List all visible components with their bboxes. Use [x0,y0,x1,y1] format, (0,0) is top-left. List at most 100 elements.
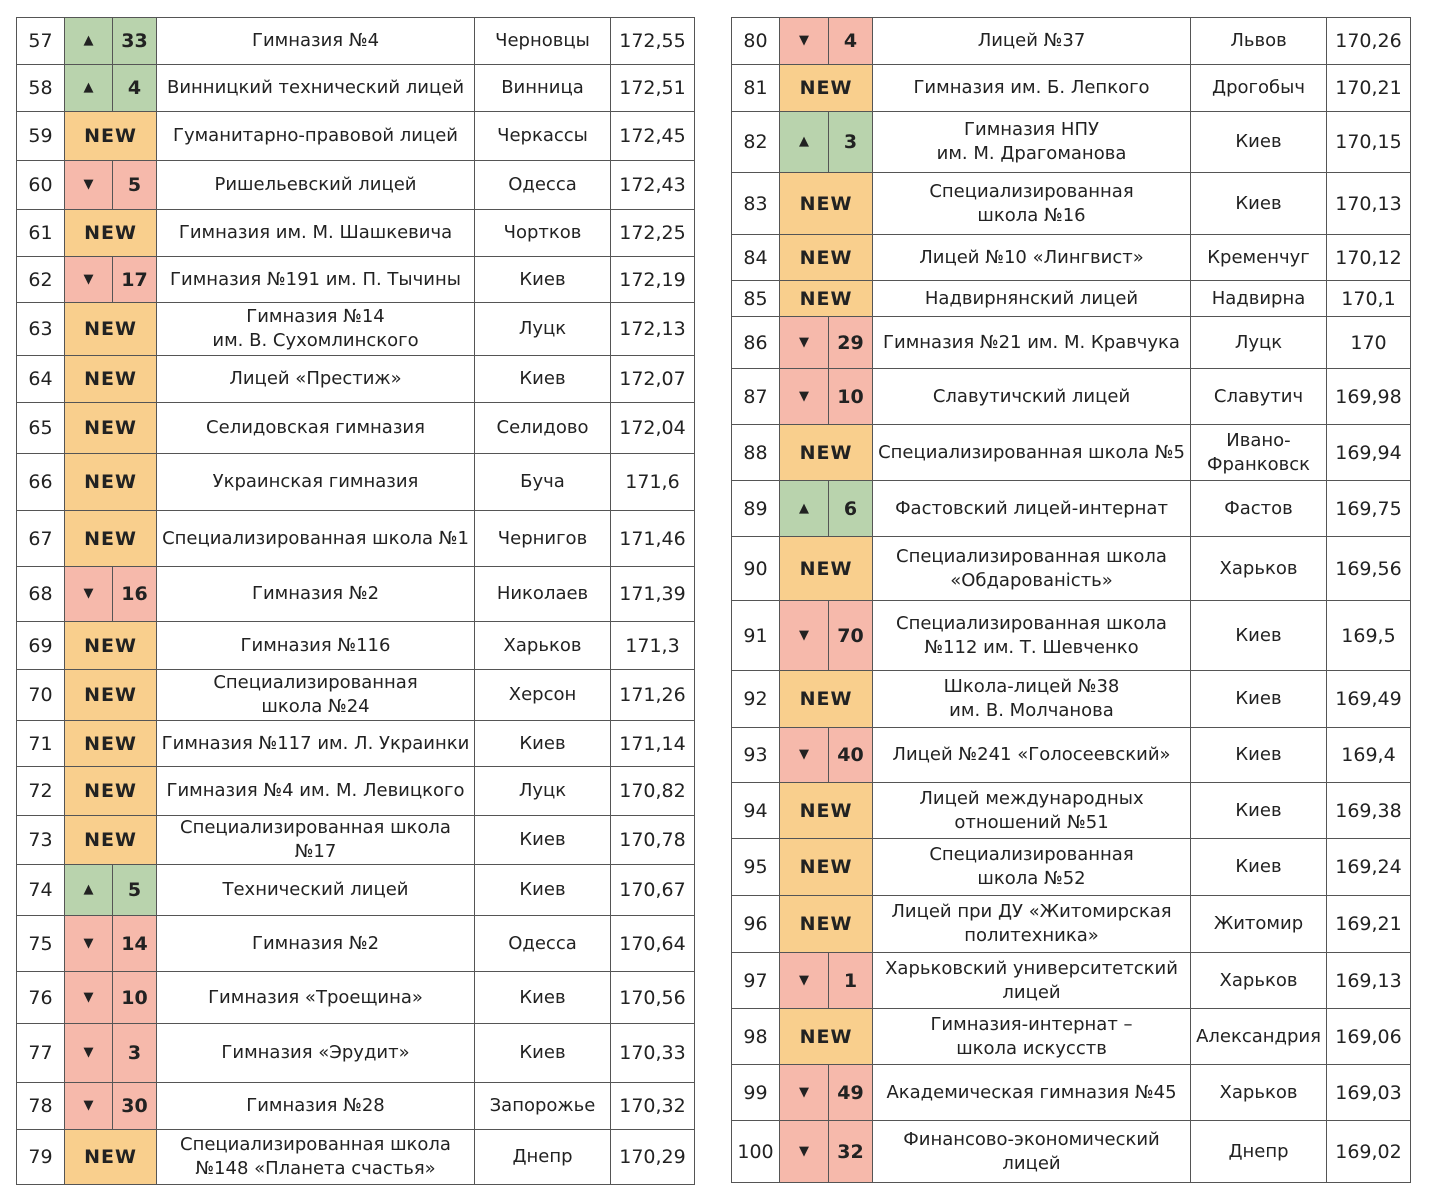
change-cell: 14 [112,915,157,972]
rank-cell: 86 [731,316,780,369]
change-cell: 6 [828,480,873,537]
rank-cell: 90 [731,536,780,601]
city-cell: Киев [474,971,611,1024]
score-cell: 169,38 [1326,782,1411,839]
school-name-cell: Технический лицей [156,864,475,916]
score-cell: 169,75 [1326,480,1411,537]
new-badge: NEW [64,355,157,403]
table-row: 58 ▲ 4 Винницкий технический лицей Винница 17… [16,64,695,112]
city-cell: Николаев [474,566,611,622]
table-row: 96 NEW Лицей при ДУ «Житомирская политехни… [731,895,1411,953]
table-row: 89 ▲ 6 Фастовский лицей-интернат Фастов 169,7… [731,480,1411,537]
school-name-cell: Специализированная школа №17 [156,815,475,865]
rank-cell: 81 [731,64,780,112]
rank-cell: 59 [16,111,65,161]
rank-cell: 79 [16,1129,65,1185]
score-cell: 171,39 [610,566,695,622]
score-cell: 169,21 [1326,895,1411,953]
city-cell: Чернигов [474,510,611,567]
school-name-cell: Гимназия №28 [156,1082,475,1130]
rank-cell: 65 [16,402,65,454]
city-cell: Запорожье [474,1082,611,1130]
city-cell: Киев [474,720,611,767]
score-cell: 169,5 [1326,600,1411,671]
school-name-cell: Гимназия №117 им. Л. Украинки [156,720,475,767]
score-cell: 170,15 [1326,111,1411,173]
triangle-down-icon: ▼ [779,952,829,1009]
school-name-cell: Специализированная школа №112 им. Т. Шев… [872,600,1191,671]
change-cell: 3 [112,1023,157,1083]
school-name-cell: Лицей №37 [872,17,1191,65]
table-row: 76 ▼ 10 Гимназия «Троещина» Киев 170,56 [16,971,695,1024]
new-badge: NEW [779,424,873,481]
triangle-down-icon: ▼ [64,566,113,622]
triangle-down-icon: ▼ [779,316,829,369]
city-cell: Харьков [1190,1064,1327,1121]
city-cell: Одесса [474,915,611,972]
change-cell: 32 [828,1120,873,1183]
score-cell: 172,04 [610,402,695,454]
triangle-down-icon: ▼ [779,1064,829,1121]
school-name-cell: Лицей международных отношений №51 [872,782,1191,839]
triangle-down-icon: ▼ [64,915,113,972]
score-cell: 170,56 [610,971,695,1024]
rank-cell: 57 [16,17,65,65]
score-cell: 169,94 [1326,424,1411,481]
new-badge: NEW [64,302,157,356]
school-name-cell: Гимназия №14 им. В. Сухомлинского [156,302,475,356]
new-badge: NEW [779,670,873,728]
table-row: 60 ▼ 5 Ришельевский лицей Одесса 172,43 [16,160,695,210]
city-cell: Харьков [1190,536,1327,601]
score-cell: 169,03 [1326,1064,1411,1121]
new-badge: NEW [779,234,873,281]
score-cell: 172,13 [610,302,695,356]
new-badge: NEW [779,280,873,317]
table-row: 97 ▼ 1 Харьковский университетский лицей Хар… [731,952,1411,1009]
score-cell: 172,51 [610,64,695,112]
score-cell: 172,19 [610,256,695,303]
rank-cell: 77 [16,1023,65,1083]
rank-cell: 87 [731,368,780,425]
city-cell: Киев [1190,838,1327,896]
school-name-cell: Ришельевский лицей [156,160,475,210]
city-cell: Винница [474,64,611,112]
city-cell: Фастов [1190,480,1327,537]
city-cell: Житомир [1190,895,1327,953]
change-cell: 4 [828,17,873,65]
change-cell: 10 [112,971,157,1024]
score-cell: 170,29 [610,1129,695,1185]
rank-cell: 69 [16,621,65,670]
table-row: 80 ▼ 4 Лицей №37 Львов 170,26 [731,17,1411,65]
triangle-down-icon: ▼ [779,368,829,425]
change-cell: 4 [112,64,157,112]
change-cell: 5 [112,160,157,210]
table-row: 95 NEW Специализированная школа №52 Киев 169… [731,838,1411,896]
rank-cell: 63 [16,302,65,356]
triangle-down-icon: ▼ [779,600,829,671]
new-badge: NEW [64,766,157,816]
table-row: 72 NEW Гимназия №4 им. М. Левицкого Луцк 170… [16,766,695,816]
school-name-cell: Академическая гимназия №45 [872,1064,1191,1121]
score-cell: 169,24 [1326,838,1411,896]
rank-cell: 88 [731,424,780,481]
score-cell: 170,78 [610,815,695,865]
city-cell: Киев [474,1023,611,1083]
rank-cell: 78 [16,1082,65,1130]
score-cell: 171,3 [610,621,695,670]
table-row: 67 NEW Специализированная школа №1 Чернигов… [16,510,695,567]
table-row: 93 ▼ 40 Лицей №241 «Голосеевский» Киев 169,4 [731,727,1411,783]
rank-cell: 62 [16,256,65,303]
score-cell: 172,25 [610,209,695,257]
school-name-cell: Лицей «Престиж» [156,355,475,403]
school-name-cell: Гуманитарно-правовой лицей [156,111,475,161]
rank-cell: 94 [731,782,780,839]
triangle-up-icon: ▲ [779,480,829,537]
new-badge: NEW [779,172,873,235]
city-cell: Киев [474,256,611,303]
score-cell: 170,1 [1326,280,1411,317]
rank-cell: 95 [731,838,780,896]
rank-cell: 64 [16,355,65,403]
table-row: 66 NEW Украинская гимназия Буча 171,6 [16,453,695,511]
city-cell: Киев [1190,600,1327,671]
city-cell: Славутич [1190,368,1327,425]
